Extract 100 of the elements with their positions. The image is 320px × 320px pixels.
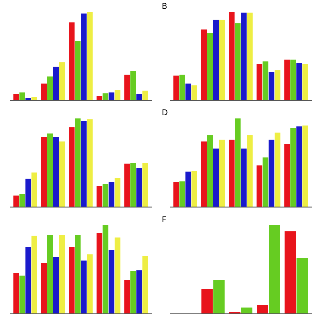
bar: [87, 254, 93, 314]
bar: [14, 273, 20, 314]
bar: [186, 84, 192, 101]
bar: [96, 233, 103, 314]
bar: [180, 74, 186, 101]
bar: [69, 128, 75, 208]
bar: [247, 136, 253, 208]
bar: [296, 258, 308, 314]
bar: [229, 12, 235, 101]
bar: [114, 178, 121, 208]
bar: [284, 60, 290, 101]
bar: [81, 121, 87, 208]
bar: [32, 236, 38, 314]
bar: [268, 140, 275, 208]
bar: [262, 158, 269, 208]
bar: [213, 20, 220, 101]
bar: [59, 235, 66, 314]
bar: [102, 184, 109, 208]
bar: [47, 76, 54, 101]
bar: [81, 14, 87, 101]
bar: [124, 164, 130, 208]
bar: [47, 235, 54, 314]
bar: [108, 92, 115, 101]
bar: [87, 120, 93, 208]
bar: [256, 64, 263, 101]
bar: [284, 232, 296, 314]
bar: [14, 94, 20, 101]
bar: [124, 74, 130, 101]
bar: [136, 270, 142, 314]
bar: [136, 168, 142, 208]
bar: [290, 128, 296, 208]
bar: [235, 118, 241, 208]
bar: [14, 196, 20, 208]
bar: [214, 280, 225, 314]
bar: [207, 33, 214, 101]
bar: [41, 263, 48, 314]
bar: [41, 137, 48, 208]
bar: [256, 166, 263, 208]
bar: [229, 140, 235, 208]
bar: [241, 12, 247, 101]
bar: [87, 12, 93, 101]
bar: [108, 182, 115, 208]
text: B: [162, 2, 168, 11]
bar: [290, 60, 296, 101]
bar: [102, 225, 109, 314]
bar: [142, 90, 148, 101]
bar: [241, 148, 247, 208]
bar: [142, 256, 148, 314]
bar: [53, 66, 60, 101]
bar: [130, 71, 136, 101]
bar: [26, 248, 32, 314]
bar: [75, 41, 81, 101]
bar: [32, 97, 38, 101]
bar: [96, 186, 103, 208]
bar: [136, 94, 142, 101]
bar: [201, 142, 208, 208]
bar: [268, 72, 275, 101]
bar: [69, 248, 75, 314]
bar: [302, 126, 308, 208]
bar: [213, 148, 220, 208]
bar: [114, 238, 121, 314]
bar: [296, 63, 302, 101]
bar: [124, 280, 130, 314]
bar: [186, 172, 192, 208]
bar: [75, 235, 81, 314]
bar: [174, 182, 180, 208]
bar: [174, 76, 180, 101]
bar: [269, 225, 280, 314]
bar: [247, 12, 253, 101]
bar: [219, 20, 226, 101]
bar: [207, 136, 214, 208]
bar: [192, 170, 198, 208]
bar: [59, 142, 66, 208]
bar: [219, 140, 226, 208]
bar: [59, 62, 66, 101]
bar: [47, 134, 54, 208]
bar: [296, 126, 302, 208]
bar: [20, 276, 26, 314]
bar: [108, 250, 115, 314]
bar: [284, 144, 290, 208]
bar: [20, 194, 26, 208]
bar: [202, 289, 213, 314]
bar: [192, 86, 198, 101]
bar: [274, 70, 281, 101]
bar: [96, 96, 103, 101]
bar: [26, 98, 32, 101]
bar: [20, 92, 26, 101]
bar: [41, 84, 48, 101]
bar: [102, 94, 109, 101]
bar: [69, 22, 75, 101]
bar: [201, 30, 208, 101]
bar: [53, 257, 60, 314]
bar: [180, 182, 186, 208]
bar: [81, 260, 87, 314]
bar: [114, 90, 121, 101]
bar: [302, 64, 308, 101]
bar: [274, 132, 281, 208]
text: F: [162, 215, 167, 224]
bar: [142, 163, 148, 208]
bar: [32, 172, 38, 208]
